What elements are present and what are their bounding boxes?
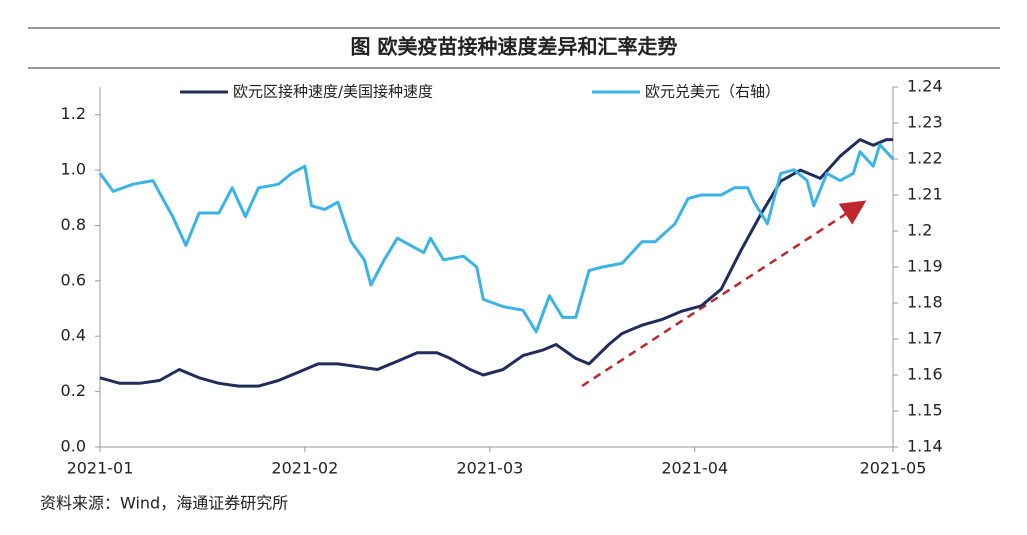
y-tick-label: 0.4 [61, 326, 86, 345]
y2-tick-label: 1.22 [907, 149, 943, 168]
x-tick-label: 2021-05 [860, 459, 927, 478]
series-line [98, 143, 895, 334]
y-tick-label: 1.2 [61, 104, 86, 123]
y2-tick-label: 1.23 [907, 113, 943, 132]
x-tick-label: 2021-02 [271, 459, 338, 478]
y2-tick-label: 1.21 [907, 185, 943, 204]
y2-tick-label: 1.2 [907, 221, 932, 240]
legend-label: 欧元兑美元（右轴） [645, 83, 780, 101]
x-tick-label: 2021-03 [456, 459, 523, 478]
x-tick-label: 2021-04 [661, 459, 728, 478]
y-tick-label: 1.0 [61, 160, 86, 179]
chart-title: 图 欧美疫苗接种速度差异和汇率走势 [351, 35, 678, 59]
x-tick-label: 2021-01 [67, 459, 134, 478]
y2-tick-label: 1.24 [907, 77, 943, 96]
y-tick-label: 0.8 [61, 215, 86, 234]
legend-label: 欧元区接种速度/美国接种速度 [233, 83, 433, 101]
y2-tick-label: 1.14 [907, 437, 943, 456]
y-tick-label: 0.0 [61, 437, 86, 456]
y2-tick-label: 1.15 [907, 401, 943, 420]
y-tick-label: 0.6 [61, 270, 86, 289]
y-tick-label: 0.2 [61, 381, 86, 400]
source: 资料来源：Wind，海通证券研究所 [40, 494, 288, 513]
y2-tick-label: 1.19 [907, 257, 943, 276]
y2-tick-label: 1.16 [907, 365, 943, 384]
y2-tick-label: 1.18 [907, 293, 943, 312]
y2-tick-label: 1.17 [907, 329, 943, 348]
trend-arrow [581, 200, 867, 388]
series-line [99, 138, 893, 388]
